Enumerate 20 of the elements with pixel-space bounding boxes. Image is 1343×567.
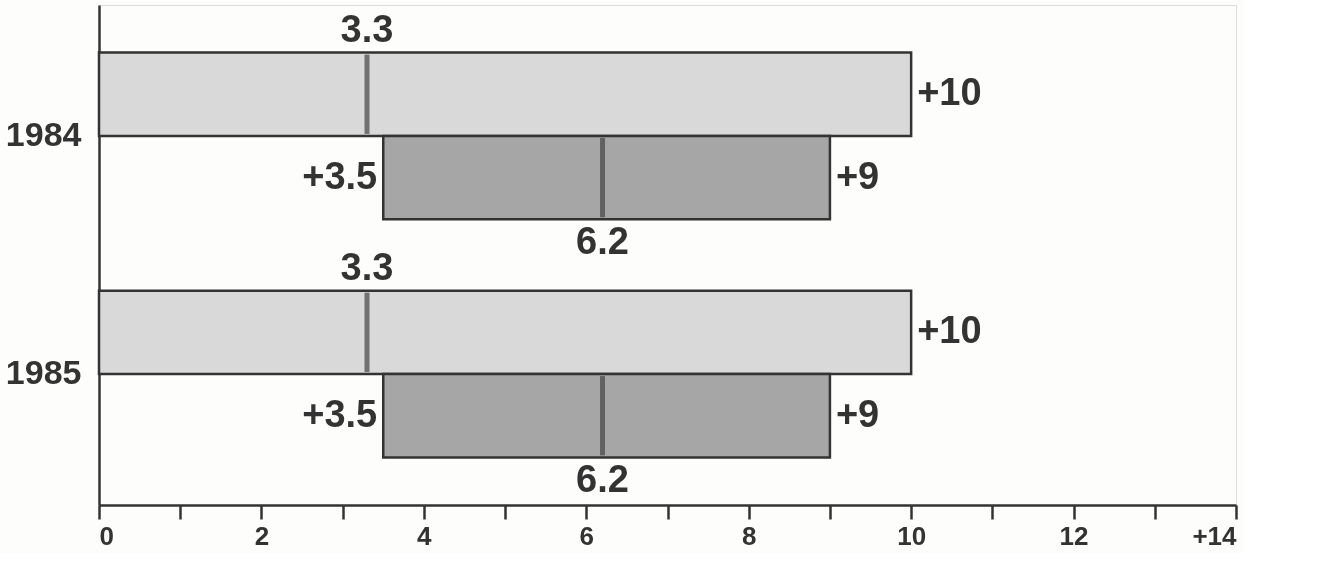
annotation: +3.5	[302, 392, 378, 435]
annotation: 3.3	[340, 245, 394, 288]
annotation: 3.3	[340, 7, 394, 50]
x-tick-label: 10	[897, 520, 927, 551]
x-tick-label: 6	[579, 520, 595, 551]
annotation: +10	[917, 309, 982, 352]
x-tick-label: 12	[1059, 520, 1089, 551]
x-tick-label: 8	[741, 520, 757, 551]
annotation: 6.2	[576, 458, 629, 501]
x-tick-label: +14	[1192, 520, 1238, 551]
annotation: 6.2	[576, 220, 629, 263]
annotation: +9	[835, 392, 880, 435]
x-tick-label: 2	[254, 520, 270, 551]
x-tick-label: 4	[417, 520, 433, 551]
x-tick-label: 0	[99, 520, 114, 551]
y-tick-label: 1985	[5, 353, 82, 392]
y-tick-label: 1984	[5, 114, 82, 153]
annotation: +9	[835, 154, 880, 197]
annotation: +10	[917, 71, 982, 114]
annotation: +3.5	[302, 154, 378, 197]
